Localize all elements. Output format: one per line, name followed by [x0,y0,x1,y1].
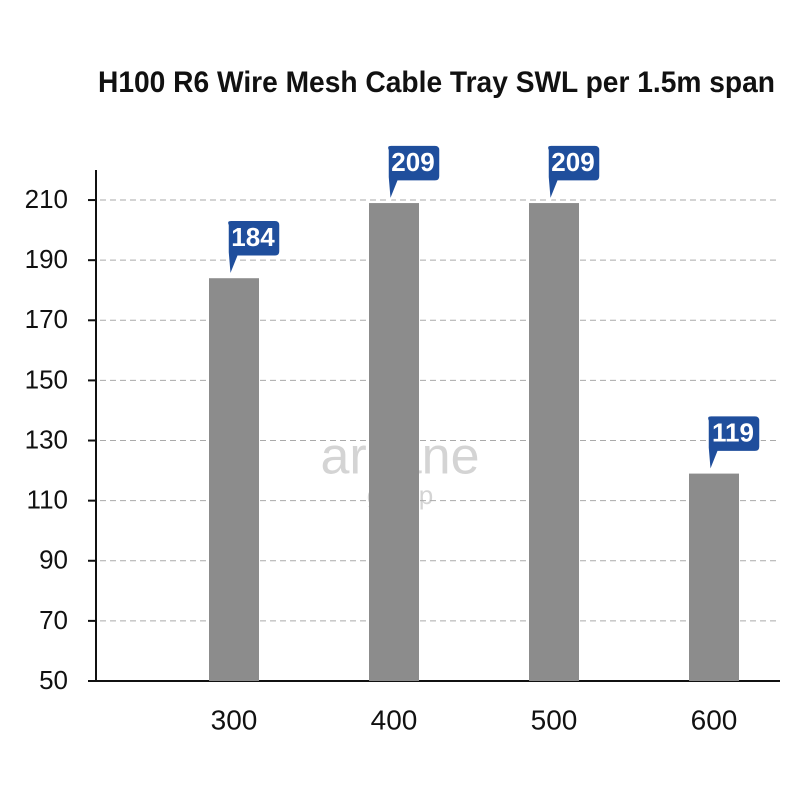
value-label-box [706,414,761,472]
x-tick-label: 300 [211,704,258,735]
x-tick-label: 400 [371,704,418,735]
y-tick-label: 210 [25,184,68,214]
y-tick-label: 170 [25,304,68,334]
value-label-box [386,144,441,202]
y-tick-label: 130 [25,424,68,454]
y-tick-label: 50 [39,665,68,695]
bar [369,203,419,682]
value-label: 119 [712,417,754,447]
value-label: 209 [551,147,594,177]
value-label: 209 [391,147,434,177]
bar [209,278,259,681]
value-label: 184 [231,222,275,252]
y-tick-label: 70 [39,605,68,635]
value-label-box [226,219,281,277]
bar [529,203,579,682]
x-tick-label: 600 [691,704,738,735]
x-tick-label: 500 [531,704,578,735]
y-tick-label: 90 [39,545,68,575]
y-tick-label: 110 [27,485,68,515]
value-label-box [546,144,601,202]
y-tick-label: 190 [25,244,68,274]
chart-title: H100 R6 Wire Mesh Cable Tray SWL per 1.5… [98,66,775,99]
bar [689,473,739,681]
y-tick-label: 150 [25,364,68,394]
